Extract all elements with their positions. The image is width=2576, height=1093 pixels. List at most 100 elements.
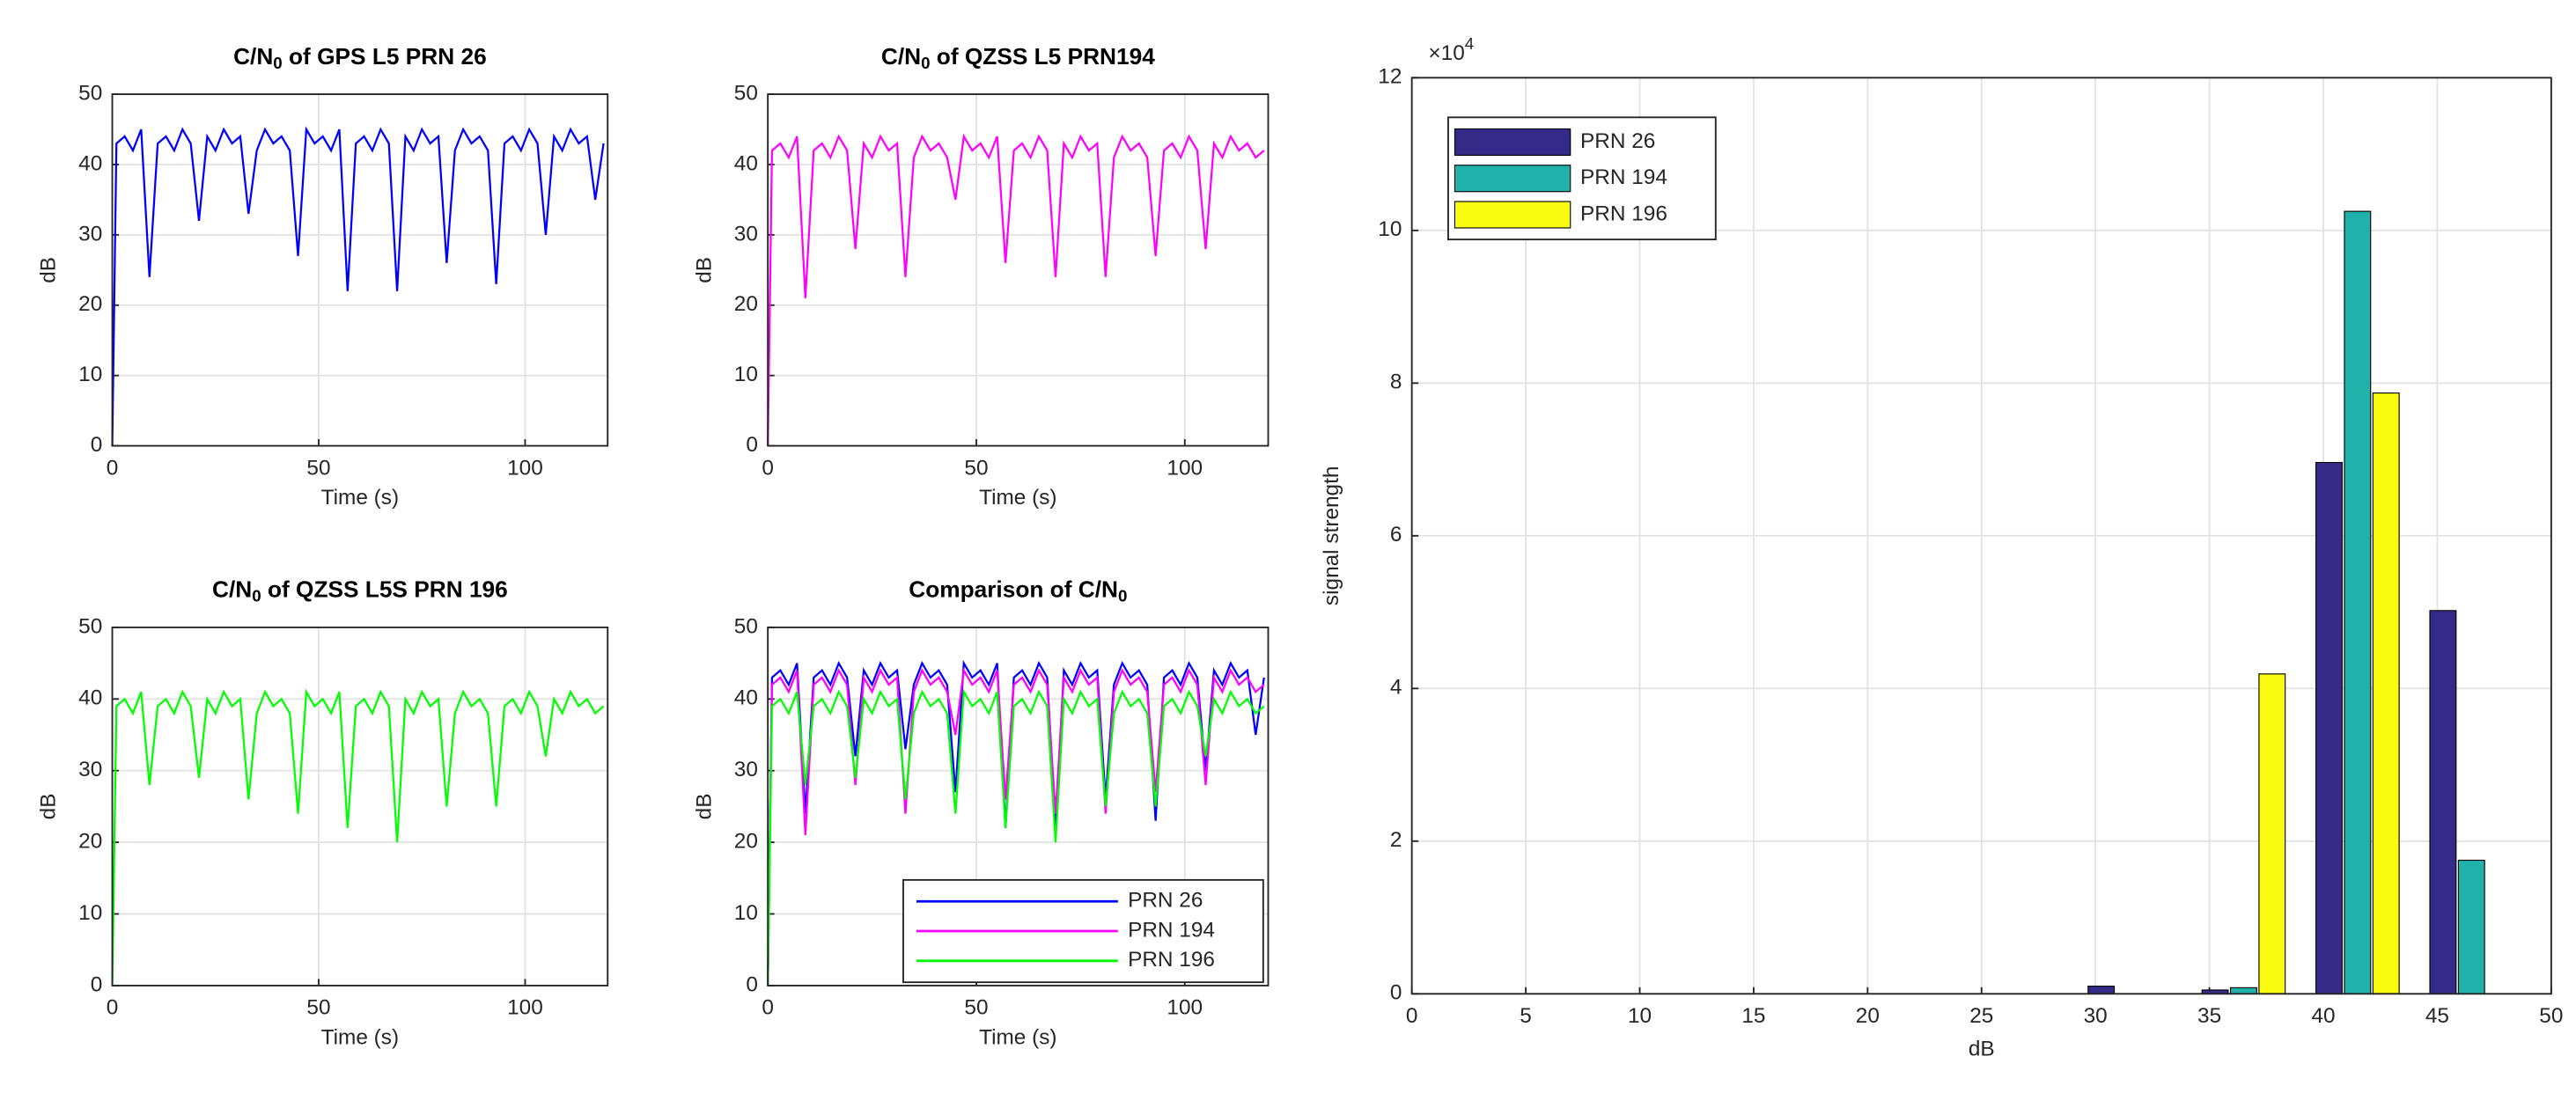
legend-label: PRN 196 — [1128, 948, 1215, 972]
legend-label: PRN 196 — [1580, 202, 1667, 225]
y-tick-label: 40 — [734, 686, 758, 710]
x-tick-label: 0 — [762, 996, 774, 1020]
legend-label: PRN 194 — [1128, 918, 1215, 942]
data-line — [767, 659, 1265, 986]
legend-label: PRN 194 — [1580, 165, 1667, 189]
x-tick-label: 50 — [964, 996, 988, 1020]
legend: PRN 26 PRN 194 PRN 196 — [902, 878, 1264, 984]
y-tick-label: 20 — [734, 830, 758, 854]
text-part: C/N — [212, 576, 252, 603]
y-tick-label: 10 — [78, 363, 102, 386]
legend-label: PRN 26 — [1580, 129, 1655, 153]
y-tick-label: 40 — [78, 151, 102, 175]
x-tick-label: 100 — [1167, 456, 1203, 480]
bar — [2372, 392, 2400, 994]
x-axis-label: Time (s) — [979, 1025, 1056, 1049]
y-tick-label: 0 — [91, 433, 103, 457]
legend: PRN 26 PRN 194 PRN 196 — [1446, 116, 1717, 241]
y-tick-label: 0 — [746, 972, 758, 996]
y-tick-label: 50 — [734, 614, 758, 638]
legend-label: PRN 26 — [1128, 889, 1203, 913]
x-axis-label: Time (s) — [321, 1025, 399, 1049]
x-tick-label: 45 — [2425, 1004, 2449, 1028]
y-axis-label: signal strength — [1320, 466, 1343, 606]
x-tick-label: 5 — [1520, 1004, 1532, 1028]
y-tick-label: 0 — [1390, 981, 1402, 1005]
x-tick-label: 35 — [2197, 1004, 2221, 1028]
bar — [2457, 859, 2485, 994]
data-line — [767, 133, 1265, 446]
bar — [2429, 610, 2457, 994]
y-axis-label: dB — [692, 257, 716, 283]
y-tick-label: 10 — [734, 363, 758, 386]
x-tick-label: 50 — [306, 456, 330, 480]
y-tick-label: 10 — [78, 901, 102, 925]
text-part: C/N — [881, 43, 921, 70]
text-part: 0 — [252, 587, 261, 605]
chart: 0 5 10 15 20 25 30 35 40 45 50024681012×104dBsigna… — [1320, 34, 2563, 1061]
x-tick-label: 100 — [507, 456, 543, 480]
x-tick-label: 15 — [1741, 1004, 1765, 1028]
x-tick-label: 50 — [306, 996, 330, 1020]
data-line — [111, 688, 605, 986]
y-tick-label: 30 — [734, 758, 758, 781]
legend-swatch — [1454, 165, 1571, 193]
x-tick-label: 10 — [1628, 1004, 1652, 1028]
chart-title: C/N0 of QZSS L5S PRN 196 — [212, 576, 508, 606]
axes-box — [767, 93, 1270, 447]
y-tick-label: 8 — [1390, 370, 1402, 394]
y-tick-label: 50 — [734, 82, 758, 106]
chart-title: C/N0 of QZSS L5 PRN194 — [881, 43, 1155, 73]
x-axis-label: dB — [1969, 1038, 1995, 1061]
y-tick-label: 4 — [1390, 676, 1402, 700]
y-tick-label: 50 — [78, 82, 102, 106]
axes-box — [111, 93, 609, 447]
x-tick-label: 0 — [762, 456, 774, 480]
text-part: of QZSS L5 PRN194 — [931, 43, 1156, 70]
y-tick-label: 0 — [746, 433, 758, 457]
text-part: ×10 — [1428, 41, 1464, 65]
y-tick-label: 20 — [78, 830, 102, 854]
axes-box — [111, 626, 609, 987]
x-tick-label: 20 — [1856, 1004, 1880, 1028]
y-tick-label: 2 — [1390, 828, 1402, 852]
y-tick-label: 50 — [78, 614, 102, 638]
y-tick-label: 30 — [734, 222, 758, 246]
x-tick-label: 100 — [1167, 996, 1203, 1020]
y-tick-label: 10 — [734, 901, 758, 925]
bar — [2087, 986, 2116, 994]
text-part: 0 — [1118, 587, 1127, 605]
x-tick-label: 100 — [507, 996, 543, 1020]
axis-multiplier: ×104 — [1428, 34, 1474, 66]
x-tick-label: 0 — [107, 456, 119, 480]
text-part: C/N — [233, 43, 273, 70]
y-tick-label: 6 — [1390, 523, 1402, 546]
axes-box — [767, 626, 1270, 987]
y-tick-label: 30 — [78, 758, 102, 781]
y-tick-label: 0 — [91, 972, 103, 996]
legend-swatch — [1454, 128, 1571, 157]
plot-area — [112, 627, 608, 986]
chart-title: Comparison of C/N0 — [909, 576, 1127, 606]
chart-title: C/N0 of GPS L5 PRN 26 — [233, 43, 487, 73]
x-tick-label: 30 — [2084, 1004, 2108, 1028]
text-part: of QZSS L5S PRN 196 — [261, 576, 508, 603]
y-tick-label: 40 — [734, 151, 758, 175]
text-part: 4 — [1465, 34, 1474, 53]
x-tick-label: 0 — [1406, 1004, 1418, 1028]
text-part: 0 — [921, 54, 930, 72]
y-tick-label: 12 — [1378, 65, 1402, 89]
plot-area — [112, 94, 608, 446]
bar — [2315, 461, 2343, 994]
text-part: 0 — [273, 54, 282, 72]
x-tick-label: 40 — [2311, 1004, 2335, 1028]
data-line — [111, 126, 605, 446]
data-line — [767, 667, 1265, 986]
text-part: Comparison of C/N — [909, 576, 1118, 603]
x-tick-label: 50 — [964, 456, 988, 480]
